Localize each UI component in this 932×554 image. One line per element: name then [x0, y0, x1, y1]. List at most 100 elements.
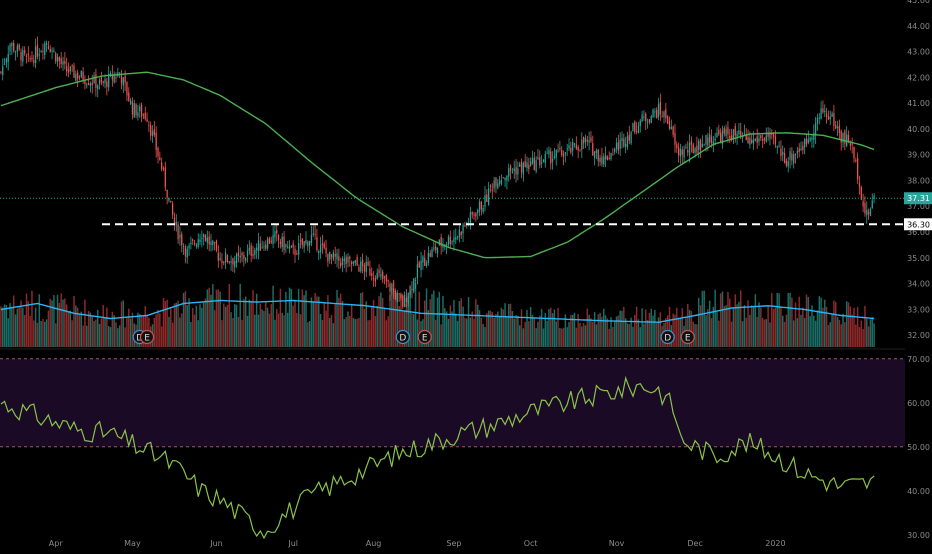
volume-bar	[175, 302, 178, 347]
candle-body	[429, 252, 431, 257]
volume-bar	[3, 304, 6, 347]
candle-body	[866, 209, 868, 216]
volume-bar	[235, 304, 238, 347]
volume-bar	[413, 314, 415, 347]
price-tick-label: 37.00	[907, 202, 930, 211]
candle-body	[579, 150, 581, 152]
candle-body	[263, 246, 265, 248]
candle-body	[208, 236, 210, 245]
candle-body	[489, 185, 492, 188]
time-axis[interactable]: Apr May Jun Jul Aug Sep Oct Nov Dec 2020	[49, 539, 786, 548]
marker-label: D	[664, 334, 671, 344]
volume-bar	[760, 307, 762, 347]
candle-body	[265, 244, 267, 249]
candle-body	[376, 272, 378, 279]
candle-body	[758, 138, 760, 142]
volume-bar	[170, 308, 172, 347]
volume-bar	[405, 303, 408, 347]
candle-body	[14, 51, 17, 53]
candle-body	[55, 53, 57, 62]
candle-body	[64, 61, 66, 64]
candle-body	[836, 126, 839, 128]
volume-bar	[259, 303, 262, 347]
volume-bar	[86, 325, 88, 347]
candle-body	[279, 241, 282, 244]
volume-bar	[460, 298, 462, 347]
volume-bar	[246, 315, 249, 347]
candle-body	[546, 152, 548, 154]
volume-bar	[91, 315, 93, 347]
volume-bar	[407, 293, 410, 347]
volume-bar	[796, 318, 799, 347]
candle-body	[383, 276, 386, 278]
volume-bar	[204, 298, 207, 347]
candle-body	[173, 217, 176, 225]
volume-bar	[592, 321, 594, 347]
candle-body	[593, 151, 596, 158]
volume-bar	[858, 326, 861, 347]
volume-bar	[53, 295, 55, 347]
candle-body	[699, 139, 702, 151]
volume-bar	[502, 309, 504, 347]
volume-bar	[579, 322, 581, 347]
volume-bar	[22, 307, 24, 347]
volume-bar	[699, 305, 702, 347]
volume-bar	[765, 319, 768, 347]
volume-bar	[648, 312, 651, 347]
candle-body	[166, 189, 168, 198]
candle-body	[268, 238, 271, 244]
candle-body	[584, 138, 587, 142]
volume-bar	[210, 294, 212, 347]
candle-body	[599, 157, 601, 162]
volume-bar	[241, 319, 243, 347]
candle-body	[862, 201, 864, 207]
volume-bar	[248, 299, 251, 347]
candle-body	[153, 129, 155, 136]
price-tick-label: 36.00	[907, 228, 930, 237]
volume-bar	[805, 294, 808, 347]
volume-bar	[47, 310, 50, 347]
candle-body	[729, 136, 731, 139]
volume-bar	[159, 313, 161, 347]
time-tick-label: Dec	[687, 539, 702, 548]
volume-bar	[5, 305, 8, 347]
candle-body	[181, 234, 183, 246]
time-tick-label: Nov	[609, 539, 625, 548]
volume-bar	[365, 301, 367, 347]
volume-bar	[98, 323, 101, 347]
price-axis[interactable]: 45.00 44.00 43.00 42.00 41.00 40.00 39.00 38.00…	[0, 0, 932, 540]
volume-bar	[162, 298, 165, 347]
time-tick-label: May	[124, 539, 141, 548]
candle-body	[745, 133, 747, 141]
candle-body	[301, 238, 303, 245]
support-label: 36.30	[907, 220, 930, 229]
volume-bar	[212, 284, 214, 347]
volume-bar	[42, 318, 44, 347]
volume-bar	[771, 293, 773, 347]
volume-bar	[783, 321, 786, 347]
volume-bar	[376, 305, 378, 347]
volume-bar	[798, 296, 800, 347]
candle-body	[416, 264, 419, 279]
volume-bar	[173, 303, 176, 347]
candle-body	[677, 147, 680, 156]
candle-body	[256, 247, 258, 251]
volume-bar	[482, 324, 484, 347]
candle-body	[217, 252, 219, 261]
rsi-tick-label: 40.00	[907, 487, 930, 496]
volume-bar	[575, 327, 578, 347]
candle-body	[51, 50, 53, 52]
candle-body	[464, 225, 466, 227]
candle-body	[131, 101, 134, 115]
candle-body	[639, 120, 641, 126]
candle-body	[864, 203, 866, 214]
candle-body	[498, 180, 501, 184]
volume-bar	[497, 311, 499, 347]
volume-bar	[729, 298, 731, 347]
volume-bar	[195, 305, 198, 347]
candle-body	[847, 135, 850, 143]
volume-bar	[349, 315, 351, 347]
candle-body	[239, 255, 241, 258]
candle-body	[422, 256, 424, 263]
candle-body	[738, 130, 740, 135]
